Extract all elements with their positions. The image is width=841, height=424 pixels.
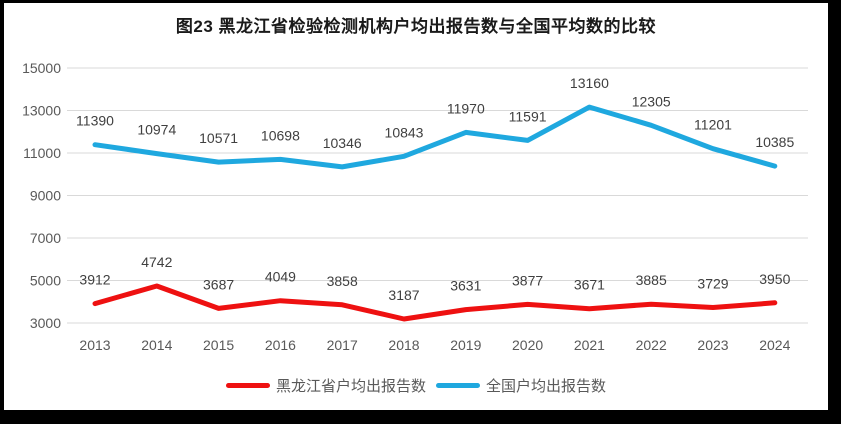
data-label: 10385 (755, 134, 794, 150)
chart-legend: 黑龙江省户均出报告数 全国户均出报告数 (4, 374, 828, 396)
x-tick-label: 2016 (265, 337, 296, 353)
data-label: 10346 (323, 135, 362, 151)
data-label: 11970 (447, 100, 485, 116)
data-label: 12305 (632, 93, 671, 109)
data-label: 3671 (574, 277, 605, 293)
data-label: 3885 (636, 272, 667, 288)
y-tick-label: 15000 (22, 60, 61, 76)
chart-title: 图23 黑龙江省检验检测机构户均出报告数与全国平均数的比较 (175, 17, 657, 36)
data-label: 4742 (141, 254, 172, 270)
data-label: 10974 (137, 122, 176, 138)
x-tick-label: 2023 (697, 337, 728, 353)
data-label: 4049 (265, 269, 296, 285)
data-label: 3631 (450, 278, 481, 294)
x-tick-label: 2018 (388, 337, 419, 353)
x-tick-label: 2020 (512, 337, 543, 353)
y-tick-label: 5000 (30, 273, 61, 289)
x-tick-label: 2022 (636, 337, 667, 353)
chart-canvas: 图23 黑龙江省检验检测机构户均出报告数与全国平均数的比较 15000 13000… (4, 3, 828, 410)
x-tick-label: 2014 (141, 337, 172, 353)
data-label: 3729 (697, 276, 728, 292)
legend-line-swatch (225, 382, 270, 388)
data-label: 10843 (385, 124, 424, 140)
data-label: 3950 (759, 271, 790, 287)
legend-item: 全国户均出报告数 (436, 375, 606, 396)
x-tick-label: 2013 (79, 337, 110, 353)
legend-label: 黑龙江省户均出报告数 (275, 377, 426, 395)
x-tick-label: 2019 (450, 337, 481, 353)
series-line-1 (92, 104, 778, 170)
y-tick-label: 7000 (30, 230, 61, 246)
x-tick-label: 2024 (759, 337, 790, 353)
data-label: 11591 (509, 108, 547, 124)
data-label: 11390 (76, 113, 114, 129)
data-label: 3877 (512, 272, 543, 288)
data-label: 10698 (261, 127, 300, 143)
data-label: 13160 (570, 75, 609, 91)
data-label: 3858 (327, 273, 358, 289)
legend-item: 黑龙江省户均出报告数 (225, 375, 426, 396)
x-tick-label: 2017 (327, 337, 358, 353)
data-label: 3687 (203, 276, 234, 292)
y-tick-label: 3000 (30, 315, 61, 331)
x-tick-label: 2021 (574, 337, 605, 353)
legend-line-swatch (436, 382, 480, 388)
y-tick-label: 9000 (30, 188, 61, 204)
legend-label: 全国户均出报告数 (486, 377, 607, 395)
data-label: 3912 (79, 272, 110, 288)
y-tick-label: 11000 (23, 145, 61, 161)
y-tick-label: 13000 (22, 103, 61, 119)
data-label: 3187 (388, 287, 419, 303)
series-line-0 (92, 283, 778, 322)
x-tick-label: 2015 (203, 337, 234, 353)
line-chart: 15000 13000 11000 9000 7000 5000 3000 2013 2014 2… (22, 60, 808, 353)
data-label: 10571 (199, 130, 238, 146)
data-label: 11201 (694, 117, 732, 133)
